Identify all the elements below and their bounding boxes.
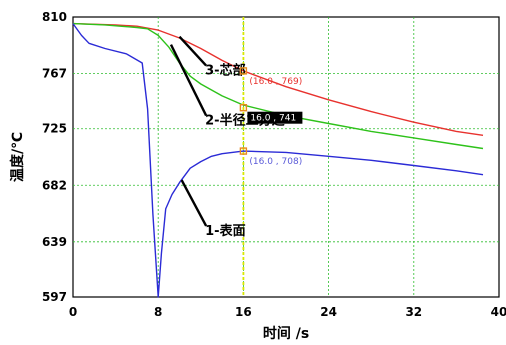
series-line-2: [72, 23, 484, 298]
annotation-leader-1: [169, 44, 208, 117]
x-axis-title: 时间 /s: [263, 325, 309, 342]
x-tick-label: 0: [69, 305, 77, 319]
y-tick-label: 597: [42, 290, 67, 304]
y-tick-label: 639: [42, 235, 67, 249]
plot-frame: [72, 16, 500, 298]
data-markers: (16.0 , 769) 16.0 , 741 (16.0 , 708): [239, 67, 303, 167]
x-tick-label: 40: [491, 305, 506, 319]
series-lines: [72, 22, 484, 298]
annotation-leader-2: [180, 179, 208, 227]
y-axis-title: 温度/℃: [9, 132, 26, 182]
data-marker-0: [239, 67, 248, 75]
annotation-label-0: 3-芯部: [205, 63, 245, 79]
x-tick-label: 16: [235, 305, 252, 319]
y-tick-label: 810: [42, 10, 67, 24]
x-tick-labels: 0 8 16 24 32 40: [69, 305, 506, 319]
series-line-1: [72, 22, 484, 150]
annotation-label-2: 1-表面: [205, 223, 245, 239]
data-marker-1: [239, 104, 248, 112]
data-label-box-1: [247, 111, 303, 124]
series-line-0: [72, 22, 484, 136]
x-tick-label: 32: [405, 305, 422, 319]
annotation-leader-0: [178, 35, 208, 67]
x-tick-label: 24: [320, 305, 337, 319]
y-tick-labels: 597 639 682 725 767 810: [42, 10, 67, 304]
y-tick-label: 767: [42, 67, 67, 81]
data-label-1: 16.0 , 741: [250, 114, 296, 124]
x-tick-label: 8: [154, 305, 162, 319]
y-tick-label: 725: [42, 122, 67, 136]
data-label-2: (16.0 , 708): [249, 157, 302, 167]
y-tick-label: 682: [42, 178, 67, 192]
data-marker-2: [239, 147, 248, 155]
data-label-0: (16.0 , 769): [249, 77, 302, 87]
